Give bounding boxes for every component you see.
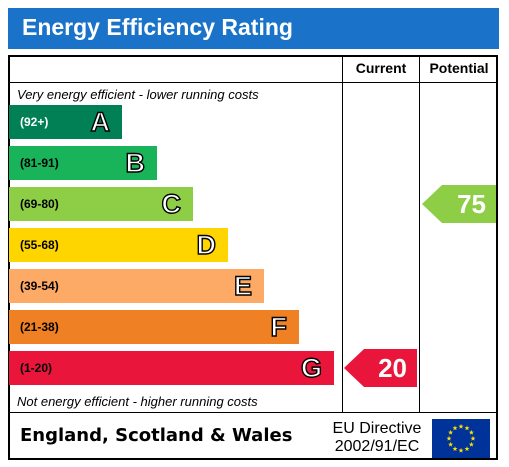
current-column-header: Current bbox=[355, 60, 407, 76]
band-b: (81-91) B bbox=[9, 146, 157, 180]
band-letter: F bbox=[270, 311, 288, 342]
eu-star-icon bbox=[468, 441, 474, 447]
eu-flag-icon bbox=[432, 419, 490, 458]
potential-column-divider bbox=[419, 55, 420, 412]
band-range-label: (69-80) bbox=[20, 197, 59, 211]
band-range-label: (1-20) bbox=[20, 361, 53, 375]
band-e: (39-54) E bbox=[9, 269, 264, 303]
eu-star-icon bbox=[464, 425, 470, 431]
eu-star-icon bbox=[470, 435, 476, 441]
band-letter: A bbox=[90, 106, 111, 137]
band-letter: C bbox=[161, 188, 182, 219]
eu-star-icon bbox=[464, 446, 470, 451]
eu-star-icon bbox=[452, 425, 458, 431]
band-a: (92+) A bbox=[9, 105, 122, 139]
page-title: Energy Efficiency Rating bbox=[22, 14, 293, 40]
bottom-note: Not energy efficient - higher running co… bbox=[17, 394, 258, 409]
band-range-label: (55-68) bbox=[20, 238, 59, 252]
band-g: (1-20) G bbox=[9, 351, 334, 385]
band-range-label: (39-54) bbox=[20, 279, 59, 293]
current-column-divider bbox=[342, 55, 343, 412]
potential-rating-arrow-value: 75 bbox=[457, 189, 486, 219]
directive-line-1: EU Directive bbox=[332, 420, 422, 437]
eu-star-icon bbox=[448, 429, 454, 435]
eu-star-icon bbox=[468, 429, 474, 435]
header-row-divider bbox=[8, 82, 498, 83]
eu-star-icon bbox=[452, 446, 458, 451]
band-letter: D bbox=[196, 229, 217, 260]
directive-line-2: 2002/91/EC bbox=[334, 438, 420, 455]
band-d: (55-68) D bbox=[9, 228, 228, 262]
band-f: (21-38) F bbox=[9, 310, 299, 344]
top-note: Very energy efficient - lower running co… bbox=[17, 87, 259, 102]
eu-star-icon bbox=[458, 447, 464, 453]
title-bar: Energy Efficiency Rating bbox=[8, 8, 499, 49]
footer-row-divider bbox=[8, 412, 498, 413]
band-letter: B bbox=[125, 147, 146, 178]
band-range-label: (92+) bbox=[20, 115, 49, 129]
band-letter: E bbox=[233, 270, 252, 301]
band-letter: G bbox=[300, 352, 322, 383]
current-rating-arrow-value: 20 bbox=[378, 353, 407, 383]
eu-star-icon bbox=[448, 441, 454, 447]
eu-star-icon bbox=[458, 423, 464, 429]
eu-stars-icon bbox=[446, 423, 476, 453]
eu-star-icon bbox=[446, 435, 452, 441]
potential-column-header: Potential bbox=[429, 60, 489, 76]
band-range-label: (81-91) bbox=[20, 156, 59, 170]
band-c: (69-80) C bbox=[9, 187, 193, 221]
band-range-label: (21-38) bbox=[20, 320, 59, 334]
region-label: England, Scotland & Wales bbox=[20, 425, 293, 446]
